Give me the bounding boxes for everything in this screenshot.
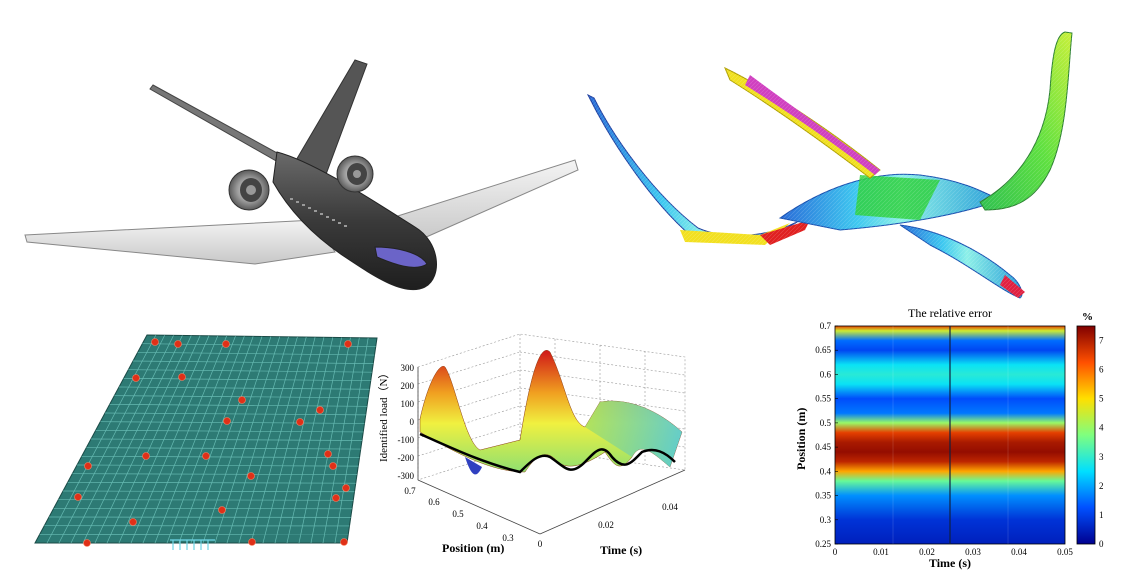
- y-tick: 0.04: [662, 502, 678, 512]
- z-tick: 0: [410, 417, 415, 427]
- airplane-model: [15, 52, 585, 312]
- left-engine: [228, 169, 270, 211]
- sensor-mesh-plate: [30, 330, 380, 550]
- heatmap-x-tick: 0.04: [1011, 547, 1027, 557]
- sensor-point: [324, 450, 332, 458]
- colorbar-tick: 7: [1099, 336, 1104, 346]
- heatmap-y-tick: 0.3: [820, 515, 832, 525]
- colorbar-tick: 4: [1099, 423, 1104, 433]
- z-tick: 100: [401, 399, 415, 409]
- colorbar-tick: 1: [1099, 510, 1104, 520]
- heatmap-y-tick: 0.4: [820, 466, 832, 476]
- heatmap-x-tick: 0.02: [919, 547, 935, 557]
- colorbar-tick: 5: [1099, 394, 1104, 404]
- z-tick: -300: [398, 471, 415, 481]
- colorbar-tick: 0: [1099, 539, 1104, 549]
- sensor-point: [316, 406, 324, 414]
- sensor-point: [342, 484, 350, 492]
- sensor-point: [84, 462, 92, 470]
- sensor-point: [74, 493, 82, 501]
- z-tick: 300: [401, 363, 415, 373]
- sensor-point: [238, 396, 246, 404]
- z-tick: -100: [398, 435, 415, 445]
- colorbar-tick: 6: [1099, 365, 1104, 375]
- sensor-point: [142, 452, 150, 460]
- x-tick: 0.7: [404, 486, 416, 496]
- y-tick: 0.02: [598, 520, 614, 530]
- right-engine: [336, 155, 374, 193]
- x-tick: 0.6: [428, 497, 440, 507]
- sensor-point: [132, 374, 140, 382]
- heatmap-x-tick: 0.05: [1057, 547, 1073, 557]
- colorbar-tick: 3: [1099, 452, 1104, 462]
- heatmap-x-tick: 0.03: [965, 547, 981, 557]
- sensor-point: [248, 538, 256, 546]
- heatmap-x-label: Time (s): [929, 556, 971, 570]
- heatmap-y-tick: 0.6: [820, 369, 832, 379]
- sensor-point: [329, 462, 337, 470]
- heatmap-x-tick: 0.01: [873, 547, 889, 557]
- heatmap-y-tick: 0.35: [815, 491, 831, 501]
- heatmap-y-tick: 0.55: [815, 394, 831, 404]
- fe-deformation-model: [580, 30, 1080, 305]
- sensor-point: [344, 340, 352, 348]
- heatmap-x-tick: 0: [833, 547, 838, 557]
- sensor-point: [202, 452, 210, 460]
- boundary-support: [170, 539, 215, 550]
- sensor-point: [222, 340, 230, 348]
- sensor-point: [332, 494, 340, 502]
- heatmap-title: The relative error: [908, 306, 992, 320]
- load-curve: [419, 432, 676, 474]
- identified-load-surface-plot: 300 200 100 0 -100 -200 -300 Identified …: [370, 322, 700, 562]
- sensor-point: [218, 506, 226, 514]
- sensor-point: [129, 518, 137, 526]
- x-tick: 0.5: [452, 509, 464, 519]
- sensor-point: [223, 417, 231, 425]
- sensor-point: [247, 472, 255, 480]
- colorbar-tick: 2: [1099, 481, 1104, 491]
- heatmap-y-tick: 0.25: [815, 539, 831, 549]
- sensor-point: [340, 538, 348, 546]
- heatmap-y-label: Position (m): [794, 408, 808, 470]
- relative-error-heatmap: The relative error 0.7 0.65 0.6 0.55 0.5 0.45…: [790, 302, 1125, 570]
- z-tick: -200: [398, 453, 415, 463]
- y-tick: 0: [538, 539, 543, 549]
- sensor-point: [174, 340, 182, 348]
- colorbar-unit: %: [1082, 311, 1093, 323]
- left-wing: [24, 219, 336, 265]
- heatmap-y-tick: 0.7: [820, 321, 832, 331]
- z-tick: 200: [401, 381, 415, 391]
- x-tick: 0.4: [476, 521, 488, 531]
- y-axis-label: Time (s): [600, 543, 642, 557]
- sensor-point: [178, 373, 186, 381]
- cockpit-window: [374, 246, 428, 268]
- heatmap-y-tick: 0.5: [820, 418, 832, 428]
- heatmap-y-tick: 0.65: [815, 345, 831, 355]
- heatmap-y-tick: 0.45: [815, 442, 831, 452]
- sensor-point: [83, 539, 91, 547]
- horizontal-stabilizer: [149, 84, 291, 167]
- x-tick: 0.3: [502, 533, 514, 543]
- x-axis-label: Position (m): [442, 541, 504, 555]
- colorbar: [1076, 325, 1096, 545]
- z-axis-label: Identified load（N）: [377, 368, 390, 462]
- sensor-point: [296, 418, 304, 426]
- sensor-point: [151, 338, 159, 346]
